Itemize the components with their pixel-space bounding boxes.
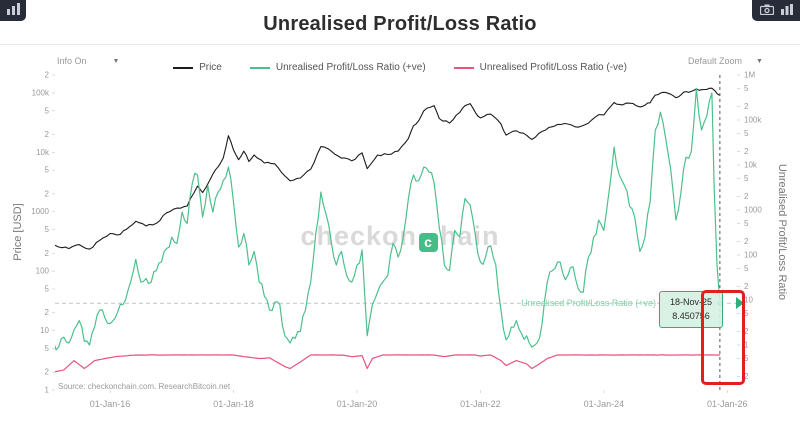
- legend-label: Unrealised Profit/Loss Ratio (+ve): [275, 62, 426, 73]
- svg-text:5: 5: [744, 354, 749, 363]
- svg-text:5: 5: [744, 219, 749, 228]
- svg-text:2: 2: [45, 368, 50, 377]
- svg-text:100k: 100k: [744, 116, 762, 125]
- y-axis-title-right: Unrealised Profit/Loss Ratio: [776, 163, 788, 301]
- svg-text:10: 10: [744, 296, 753, 305]
- source-note: Source: checkonchain.com. ResearchBitcoi…: [58, 382, 231, 391]
- widget-toolbar-right: [752, 0, 800, 21]
- svg-text:5: 5: [45, 166, 50, 175]
- svg-text:100: 100: [36, 267, 50, 276]
- chevron-down-icon: ▼: [112, 57, 120, 65]
- svg-text:01-Jan-20: 01-Jan-20: [337, 399, 378, 409]
- svg-text:5: 5: [45, 106, 50, 115]
- tooltip-date: 18-Nov-25: [669, 297, 713, 307]
- legend-label: Price: [199, 62, 222, 73]
- svg-text:5: 5: [744, 309, 749, 318]
- page-title: Unrealised Profit/Loss Ratio: [263, 13, 537, 35]
- title-divider: [0, 44, 800, 45]
- tooltip-value: 8.450756: [672, 311, 710, 322]
- svg-text:10k: 10k: [744, 161, 758, 170]
- legend-item-price[interactable]: Price: [173, 62, 222, 73]
- info-toggle-label: Info On: [57, 56, 87, 66]
- svg-text:2: 2: [744, 237, 749, 246]
- svg-text:2: 2: [744, 192, 749, 201]
- negative-ratio-swatch: [453, 66, 474, 69]
- svg-text:2: 2: [45, 189, 50, 198]
- camera-icon[interactable]: [759, 2, 774, 20]
- tooltip: 18-Nov-25 8.450756: [659, 291, 723, 328]
- y-axis-title-left: Price [USD]: [12, 203, 24, 261]
- widget-toolbar-left[interactable]: [0, 0, 26, 21]
- svg-text:5: 5: [744, 264, 749, 273]
- price-line-swatch: [173, 66, 194, 69]
- highlight-annotation: [701, 290, 745, 385]
- svg-text:10: 10: [40, 326, 49, 335]
- zoom-select-label: Default Zoom: [688, 56, 743, 66]
- svg-text:1: 1: [744, 341, 749, 350]
- svg-text:01-Jan-22: 01-Jan-22: [460, 399, 501, 409]
- svg-text:01-Jan-18: 01-Jan-18: [213, 399, 254, 409]
- svg-text:01-Jan-24: 01-Jan-24: [584, 399, 625, 409]
- svg-text:1: 1: [45, 386, 50, 395]
- svg-text:01-Jan-16: 01-Jan-16: [90, 399, 131, 409]
- svg-text:5: 5: [45, 285, 50, 294]
- svg-text:2: 2: [45, 130, 50, 139]
- svg-text:01-Jan-26: 01-Jan-26: [707, 399, 748, 409]
- chevron-down-icon: ▼: [756, 57, 763, 65]
- tooltip-series-label: Unrealised Profit/Loss Ratio (+ve): [521, 298, 656, 308]
- zoom-select[interactable]: Default Zoom ▼: [688, 56, 763, 66]
- modebar-chart-icon[interactable]: [780, 2, 793, 20]
- svg-text:2: 2: [744, 327, 749, 336]
- watermark-text: checkon: [300, 221, 418, 251]
- legend-item-negative-ratio[interactable]: Unrealised Profit/Loss Ratio (-ve): [453, 62, 627, 73]
- svg-text:2: 2: [45, 71, 50, 80]
- svg-text:2: 2: [744, 102, 749, 111]
- axis-pointer-icon: [736, 297, 744, 309]
- svg-text:2: 2: [45, 308, 50, 317]
- watermark: checkon c hain: [0, 221, 800, 252]
- svg-text:100k: 100k: [32, 88, 50, 97]
- svg-text:2: 2: [744, 282, 749, 291]
- svg-text:1000: 1000: [744, 206, 762, 215]
- legend: Price Unrealised Profit/Loss Ratio (+ve)…: [0, 62, 800, 73]
- svg-text:5: 5: [744, 84, 749, 93]
- legend-label: Unrealised Profit/Loss Ratio (-ve): [479, 62, 627, 73]
- chart-widget-icon[interactable]: [6, 2, 20, 20]
- watermark-logo-icon: c: [419, 233, 439, 252]
- info-toggle[interactable]: Info On ▼: [57, 56, 119, 66]
- svg-text:5: 5: [45, 225, 50, 234]
- svg-text:2: 2: [744, 372, 749, 381]
- svg-text:5: 5: [45, 344, 50, 353]
- svg-text:2: 2: [744, 147, 749, 156]
- svg-text:1000: 1000: [31, 207, 49, 216]
- svg-text:2: 2: [45, 249, 50, 258]
- svg-text:5: 5: [744, 174, 749, 183]
- legend-item-positive-ratio[interactable]: Unrealised Profit/Loss Ratio (+ve): [249, 62, 426, 73]
- svg-text:10k: 10k: [36, 148, 50, 157]
- svg-text:1M: 1M: [744, 71, 755, 80]
- positive-ratio-swatch: [249, 66, 270, 69]
- svg-text:100: 100: [744, 251, 758, 260]
- svg-text:5: 5: [744, 129, 749, 138]
